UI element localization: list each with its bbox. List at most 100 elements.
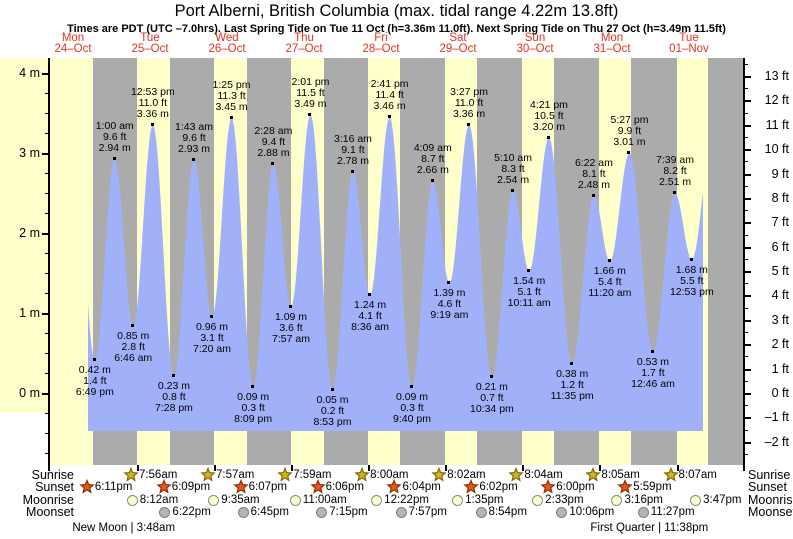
tide-extreme-label: 4:09 am 8.7 ft 2.66 m bbox=[396, 143, 470, 176]
tide-extreme-dot bbox=[350, 169, 354, 173]
tide-extreme-dot bbox=[511, 188, 515, 192]
tide-label-line: 4.1 ft bbox=[358, 309, 382, 322]
tide-extreme-dot bbox=[308, 112, 312, 116]
day-of-week: Thu bbox=[294, 32, 314, 44]
tide-extreme-label: 0.21 m 0.7 ft 10:34 pm bbox=[455, 382, 529, 415]
axis-tick bbox=[45, 433, 49, 434]
astro-time: 6:04pm bbox=[402, 481, 441, 493]
moonset-icon bbox=[159, 507, 171, 518]
axis-tick bbox=[599, 465, 602, 471]
tide-extreme-label: 12:53 pm 11.0 ft 3.36 m bbox=[116, 87, 190, 120]
tide-extreme-label: 2:01 pm 11.5 ft 3.49 m bbox=[273, 75, 347, 110]
tide-label-line: 8:36 am bbox=[351, 320, 390, 333]
sunrise-icon bbox=[431, 467, 447, 482]
tide-extreme-label: 0.23 m 0.8 ft 7:28 pm bbox=[137, 380, 211, 414]
tide-label-line: 12:53 pm bbox=[669, 285, 714, 298]
moonrise-icon bbox=[289, 495, 301, 506]
tide-label-line: 7:28 pm bbox=[154, 401, 193, 414]
tide-label-line: 11.0 ft bbox=[454, 97, 484, 110]
tide-label-line: 1.68 m bbox=[675, 263, 708, 276]
tide-extreme-dot bbox=[171, 373, 175, 377]
axis-tick bbox=[744, 112, 748, 114]
tide-label-line: 1.54 m bbox=[513, 274, 546, 287]
tide-label-line: 3.45 m bbox=[215, 101, 248, 113]
tide-label-line: 0.3 ft bbox=[241, 401, 265, 414]
axis-tick bbox=[744, 76, 751, 78]
astro-time: 6:06pm bbox=[325, 481, 364, 493]
tide-label-line: 9.6 ft bbox=[182, 131, 206, 144]
tide-label-line: 5.1 ft bbox=[517, 285, 541, 298]
axis-tick bbox=[744, 283, 748, 285]
axis-tick bbox=[45, 253, 49, 254]
axis-tick bbox=[744, 441, 751, 444]
astro-time: 7:56am bbox=[138, 469, 178, 481]
tide-extreme-label: 4:21 pm 10.5 ft 3.20 m bbox=[512, 100, 586, 133]
astro-time: 8:00am bbox=[370, 469, 409, 481]
tide-extreme-label: 0.09 m 0.3 ft 9:40 pm bbox=[375, 391, 449, 425]
tide-extreme-dot bbox=[689, 257, 693, 261]
tide-extreme-label: 0.38 m 1.2 ft 11:35 pm bbox=[535, 368, 609, 402]
moonset-icon bbox=[316, 507, 328, 518]
moonset-icon bbox=[237, 507, 249, 518]
axis-tick bbox=[744, 63, 748, 65]
axis-tick bbox=[744, 356, 748, 358]
sunset-icon bbox=[79, 479, 95, 494]
tide-label-line: 11:35 pm bbox=[550, 389, 594, 402]
axis-tick bbox=[744, 429, 748, 431]
sunrise-icon bbox=[200, 467, 216, 482]
tide-label-line: 11.3 ft bbox=[217, 90, 246, 102]
astro-time: 6:02pm bbox=[479, 481, 518, 493]
tide-label-line: 8:53 pm bbox=[313, 416, 352, 428]
tide-label-line: 0.3 ft bbox=[400, 401, 424, 414]
moonset-icon bbox=[637, 507, 649, 518]
tide-label-line: 1:25 pm bbox=[212, 79, 251, 91]
tide-extreme-label: 0.96 m 3.1 ft 7:20 am bbox=[175, 322, 249, 355]
day-of-week: Sat bbox=[449, 32, 467, 44]
moonrise-icon bbox=[208, 495, 220, 506]
tide-label-line: 2:01 pm bbox=[291, 75, 330, 88]
sunset-icon bbox=[617, 479, 633, 494]
tide-label-line: 0.2 ft bbox=[320, 405, 345, 417]
tide-extreme-label: 5:27 pm 9.9 ft 3.01 m bbox=[592, 115, 666, 148]
y-axis-label-ft: 7 ft bbox=[771, 215, 789, 230]
astro-time: 11:27pm bbox=[650, 506, 695, 518]
astro-time: 5:59pm bbox=[633, 481, 672, 493]
sunset-icon bbox=[309, 479, 326, 494]
astro-row-label-left: Sunrise bbox=[31, 468, 74, 482]
tide-label-line: 12:53 pm bbox=[130, 86, 175, 99]
axis-tick bbox=[744, 149, 751, 152]
axis-tick bbox=[42, 233, 49, 235]
tide-extreme-dot bbox=[627, 151, 631, 155]
tide-label-line: 1.2 ft bbox=[560, 378, 584, 391]
day-of-week: Mon bbox=[61, 32, 85, 44]
tide-label-line: 1.4 ft bbox=[83, 375, 107, 388]
astro-row-label-left: Sunset bbox=[35, 480, 74, 494]
tide-label-line: 2.93 m bbox=[177, 142, 211, 155]
tide-label-line: 10:11 am bbox=[507, 296, 551, 309]
tide-label-line: 9.4 ft bbox=[261, 135, 286, 148]
axis-tick bbox=[744, 234, 748, 236]
day-header: Mon 24–Oct bbox=[41, 32, 105, 55]
moon-phase-label: First Quarter | 11:38pm bbox=[590, 522, 709, 534]
day-date: 28–Oct bbox=[362, 43, 400, 55]
left-axis-line bbox=[48, 58, 50, 471]
tide-extreme-dot bbox=[650, 349, 654, 353]
tide-label-line: 6:49 pm bbox=[75, 386, 114, 399]
y-axis-label-ft: –1 ft bbox=[764, 410, 789, 425]
tide-label-line: 2.78 m bbox=[336, 154, 370, 167]
moonrise-icon bbox=[690, 495, 702, 506]
tide-label-line: 4:21 pm bbox=[529, 99, 568, 111]
page-subtitle: Times are PDT (UTC –7.0hrs). Last Spring… bbox=[67, 23, 726, 35]
y-axis-label-ft: –2 ft bbox=[764, 434, 789, 449]
tide-label-line: 9.6 ft bbox=[103, 130, 127, 143]
axis-tick bbox=[45, 353, 49, 354]
sunrise-icon bbox=[508, 467, 525, 482]
axis-tick bbox=[445, 465, 448, 471]
tide-label-line: 0.96 m bbox=[195, 321, 229, 334]
sunrise-icon bbox=[354, 467, 370, 482]
moonrise-icon bbox=[126, 495, 138, 506]
day-header: Mon 31–Oct bbox=[580, 32, 644, 55]
axis-tick bbox=[42, 73, 49, 75]
tide-label-line: 8:09 pm bbox=[234, 412, 273, 425]
